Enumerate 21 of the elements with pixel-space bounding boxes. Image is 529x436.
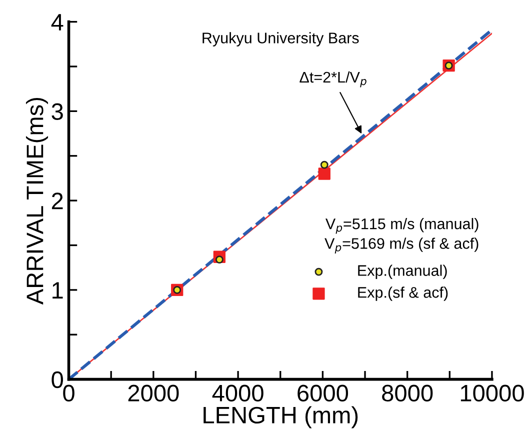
- annotation: V$_{p}$=5169 m/s (sf & acf): [324, 238, 478, 254]
- y-tick-label: 3: [52, 103, 63, 120]
- x-tick-label: 0: [63, 384, 74, 402]
- annotation: Δt=2*L/V$_{p}$: [300, 71, 366, 88]
- point: [320, 160, 328, 169]
- x-axis-title: LENGTH (mm): [204, 406, 358, 428]
- x-tick-label: 4000: [212, 384, 264, 402]
- legend-label: Exp.(sf & acf): [358, 286, 448, 301]
- y-axis-title: ARRIVAL TIME(ms): [26, 98, 48, 305]
- y-tick-label: 0: [52, 371, 63, 388]
- y-tick-label: 2: [52, 192, 63, 210]
- annotation: V$_{p}$=5115 m/s (manual): [325, 218, 478, 234]
- y-tick-label: 4: [51, 14, 64, 30]
- y-tick-label: 1: [52, 282, 63, 298]
- point: [318, 168, 330, 180]
- x-tick-label: 6000: [298, 384, 348, 402]
- legend-label: Exp.(manual): [358, 264, 447, 279]
- x-tick-label: 10000: [460, 384, 524, 402]
- text: Ryukyu University Bars: [202, 32, 359, 46]
- x-tick-label: 2000: [128, 384, 179, 402]
- x-tick-label: 8000: [382, 384, 433, 402]
